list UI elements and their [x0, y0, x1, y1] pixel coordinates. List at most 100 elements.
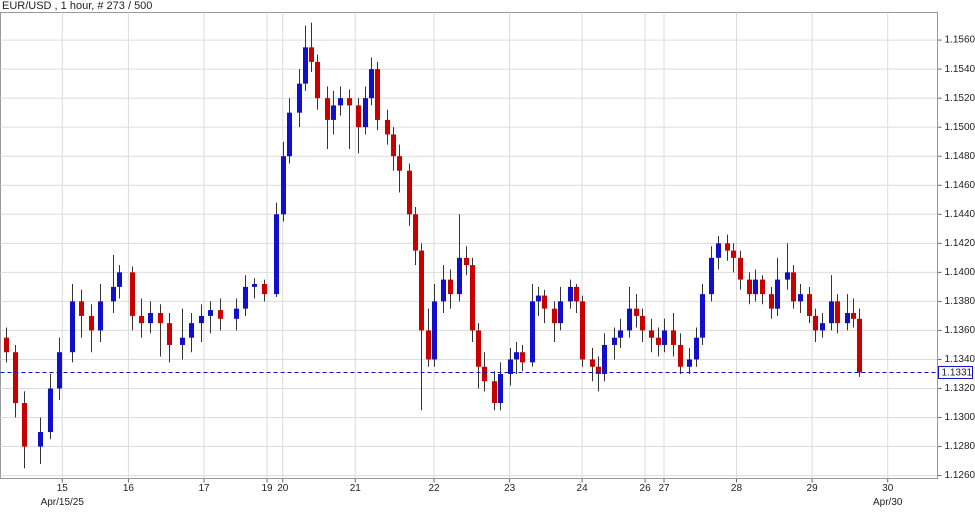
candle-body [670, 330, 677, 345]
candle-body [541, 295, 548, 309]
candle-body [56, 352, 63, 389]
candle-body [308, 47, 315, 62]
candle-body [819, 323, 826, 331]
candle-body [12, 352, 19, 404]
candle-body [774, 279, 781, 309]
candle-body [233, 308, 240, 319]
candle-body [346, 98, 353, 106]
candle-body [217, 310, 224, 319]
y-tick-label: 1.1520 [945, 93, 975, 104]
candle-body [844, 313, 851, 324]
candle-body [752, 279, 759, 295]
y-tick-label: 1.1340 [945, 354, 975, 365]
x-tick-label: 20 [277, 483, 289, 494]
candle-body [3, 337, 10, 353]
candle-body [47, 388, 54, 433]
candle-body [78, 301, 85, 316]
candle-body [157, 313, 164, 324]
candle-body [330, 105, 337, 120]
candle-body [491, 381, 498, 404]
candle-body [355, 105, 362, 128]
x-tick-label-secondary: Apr/15/25 [41, 497, 85, 508]
x-tick-label: 15 [57, 483, 69, 494]
candle-body [396, 156, 403, 171]
x-tick-label: 23 [504, 483, 516, 494]
candle-body [790, 272, 797, 302]
candle-body [737, 257, 744, 280]
candle-body [589, 359, 596, 367]
y-tick-label: 1.1480 [945, 151, 975, 162]
candle-body [88, 315, 95, 331]
candle-body [655, 337, 662, 345]
plot-area [0, 12, 938, 479]
candle-body [708, 257, 715, 295]
x-tick-label: 26 [640, 483, 652, 494]
candle-body [97, 301, 104, 331]
y-tick-label: 1.1500 [945, 122, 975, 133]
last-price-label: 1.1331 [942, 368, 973, 379]
x-tick-label: 22 [428, 483, 440, 494]
candle-body [759, 279, 766, 295]
y-tick-label: 1.1260 [945, 470, 975, 481]
candle-body [425, 330, 432, 360]
candle-body [362, 98, 369, 128]
candle-body [535, 295, 542, 302]
candle-body [551, 308, 558, 324]
y-tick-label: 1.1360 [945, 325, 975, 336]
candle-body [368, 69, 375, 99]
candle-body [147, 313, 154, 324]
candle-body [699, 294, 706, 338]
candle-body [337, 98, 344, 106]
candle-body [529, 301, 536, 363]
candle-body [296, 83, 303, 113]
y-tick-label: 1.1280 [945, 441, 975, 452]
x-tick-label: 17 [198, 483, 210, 494]
y-tick-label: 1.1540 [945, 64, 975, 75]
candle-body [633, 308, 640, 316]
candle-body [639, 315, 646, 331]
y-tick-label: 1.1460 [945, 180, 975, 191]
x-tick-label: 29 [807, 483, 819, 494]
candle-body [768, 294, 775, 309]
candle-body [431, 301, 438, 360]
candle-body [302, 47, 309, 84]
y-tick-label: 1.1420 [945, 238, 975, 249]
candle-body [412, 214, 419, 251]
candle-body [850, 313, 857, 319]
candle-body [648, 330, 655, 338]
x-tick-label: 21 [350, 483, 362, 494]
candle-body [261, 283, 268, 295]
candle-body [595, 366, 602, 374]
candle-body [198, 315, 205, 324]
candle-body [286, 112, 293, 157]
candle-body [469, 265, 476, 331]
candle-body [69, 301, 76, 353]
candle-body [686, 359, 693, 367]
candle-body [447, 279, 454, 295]
last-price-box [938, 366, 973, 380]
candle-body [497, 373, 504, 404]
candle-body [116, 272, 123, 287]
candle-body [746, 279, 753, 295]
candle-body [242, 286, 249, 309]
candle-body [784, 272, 791, 280]
candle-body [828, 301, 835, 324]
candle-body [280, 156, 287, 215]
candle-body [273, 214, 280, 295]
candle-body [567, 286, 574, 302]
candle-body [390, 134, 397, 157]
x-tick-label: 24 [577, 483, 589, 494]
candle-body [626, 308, 633, 331]
candle-body [724, 243, 731, 251]
candle-body [715, 243, 722, 258]
candle-body [557, 301, 564, 324]
x-tick-label: 30 [882, 483, 894, 494]
candle-body [812, 315, 819, 331]
candle-body [314, 61, 321, 99]
candle-body [21, 403, 28, 447]
candle-body [166, 323, 173, 345]
candle-body [440, 279, 447, 302]
candle-body [481, 366, 488, 382]
candle-body [661, 330, 668, 345]
candle-body [129, 272, 136, 316]
